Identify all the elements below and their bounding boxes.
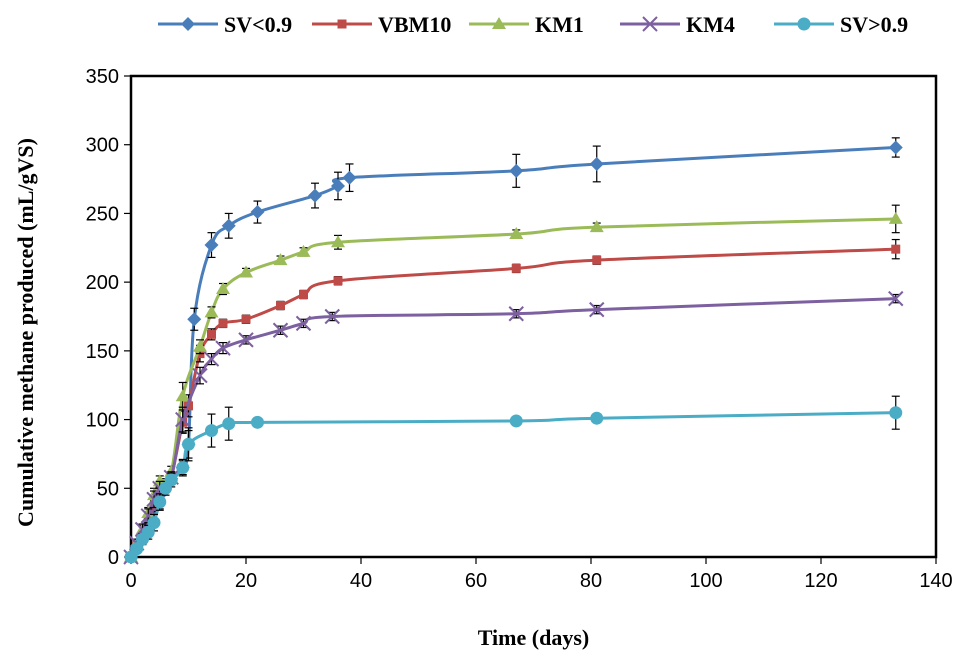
data-point — [276, 301, 285, 311]
data-point — [509, 227, 524, 240]
data-point — [299, 290, 308, 300]
data-point — [296, 244, 311, 257]
legend-marker — [337, 19, 347, 29]
legend-entry: KM4 — [620, 12, 735, 37]
data-point — [891, 244, 901, 254]
legend-marker — [492, 17, 506, 29]
series-layer — [123, 137, 904, 565]
legend: SV<0.9 VBM10 KM1 KM4 SV>0.9 — [158, 12, 908, 37]
data-point — [589, 301, 605, 318]
data-point — [589, 220, 604, 233]
plot-area-frame — [129, 74, 938, 559]
data-point — [164, 473, 178, 487]
legend-label: SV<0.9 — [224, 12, 292, 37]
data-point — [273, 253, 288, 266]
data-point — [182, 437, 195, 451]
series-line — [129, 411, 896, 558]
data-point — [888, 290, 904, 307]
legend-entry: KM1 — [469, 12, 584, 37]
legend-entry: SV>0.9 — [774, 12, 908, 37]
series-KM1 — [124, 204, 903, 562]
data-point — [204, 238, 219, 253]
data-point — [331, 235, 345, 248]
series-SV>0.9 — [124, 395, 903, 564]
data-point — [192, 367, 208, 384]
data-point — [509, 414, 523, 428]
data-point — [508, 306, 524, 322]
y-axis-title: Cumulative methane produced (mL/gVS) — [13, 138, 38, 527]
series-VBM10 — [126, 238, 901, 562]
legend-marker — [797, 17, 811, 31]
data-point — [175, 411, 191, 428]
data-point — [250, 205, 265, 220]
axes: 0 20 40 60 80 100 120 140 0 50 100 150 200 250 300 350 — [86, 66, 953, 592]
data-point — [153, 495, 167, 509]
data-point — [238, 332, 254, 348]
legend-label: VBM10 — [378, 12, 451, 37]
legend-label: KM4 — [686, 12, 735, 37]
data-point — [147, 516, 161, 530]
data-point — [204, 305, 219, 318]
x-tick-label: 100 — [689, 570, 722, 592]
data-point — [592, 255, 602, 265]
series-SV<0.9 — [124, 137, 903, 564]
data-point — [216, 282, 230, 295]
data-point — [509, 163, 524, 178]
data-point — [176, 461, 190, 475]
legend-label: SV>0.9 — [840, 12, 908, 37]
legend-marker — [642, 16, 658, 32]
data-point — [187, 312, 202, 327]
data-point — [241, 314, 251, 324]
data-point — [295, 315, 312, 332]
data-point — [308, 188, 322, 203]
y-tick-label: 350 — [86, 66, 119, 88]
data-point — [221, 218, 236, 233]
data-point — [272, 322, 289, 338]
data-point — [239, 265, 253, 278]
legend-entry: VBM10 — [312, 12, 451, 37]
y-tick-label: 150 — [86, 341, 119, 363]
x-tick-label: 140 — [919, 570, 952, 592]
y-tick-label: 200 — [86, 272, 119, 294]
data-point — [251, 415, 264, 429]
data-point — [333, 276, 343, 286]
data-point — [218, 318, 228, 328]
legend-marker — [181, 17, 195, 31]
data-point — [175, 389, 190, 402]
data-point — [888, 211, 903, 224]
series-line — [129, 145, 896, 558]
series-KM4 — [123, 290, 904, 565]
data-point — [324, 308, 340, 325]
data-point — [130, 542, 144, 556]
data-point — [888, 140, 903, 155]
series-line — [129, 247, 896, 558]
x-tick-label: 80 — [580, 570, 602, 592]
data-point — [590, 411, 604, 425]
data-point — [193, 339, 207, 352]
x-tick-label: 60 — [465, 570, 487, 592]
legend-label: KM1 — [535, 12, 584, 37]
data-point — [222, 417, 236, 431]
data-point — [205, 424, 218, 438]
y-tick-label: 100 — [86, 410, 119, 432]
y-tick-label: 250 — [86, 203, 119, 225]
x-tick-label: 0 — [125, 570, 136, 592]
data-point — [511, 263, 521, 273]
x-tick-label: 20 — [235, 570, 257, 592]
legend-entry: SV<0.9 — [158, 12, 292, 37]
x-axis-title: Time (days) — [478, 625, 589, 650]
x-tick-label: 120 — [804, 570, 837, 592]
data-point — [207, 329, 216, 339]
data-point — [141, 525, 155, 539]
data-point — [215, 340, 231, 356]
y-tick-label: 0 — [108, 547, 119, 569]
data-point — [331, 178, 345, 193]
y-tick-label: 50 — [97, 478, 119, 500]
x-tick-label: 40 — [350, 570, 372, 592]
data-point — [342, 170, 357, 185]
y-tick-label: 300 — [86, 135, 119, 157]
data-point — [589, 156, 604, 171]
data-point — [889, 406, 903, 420]
